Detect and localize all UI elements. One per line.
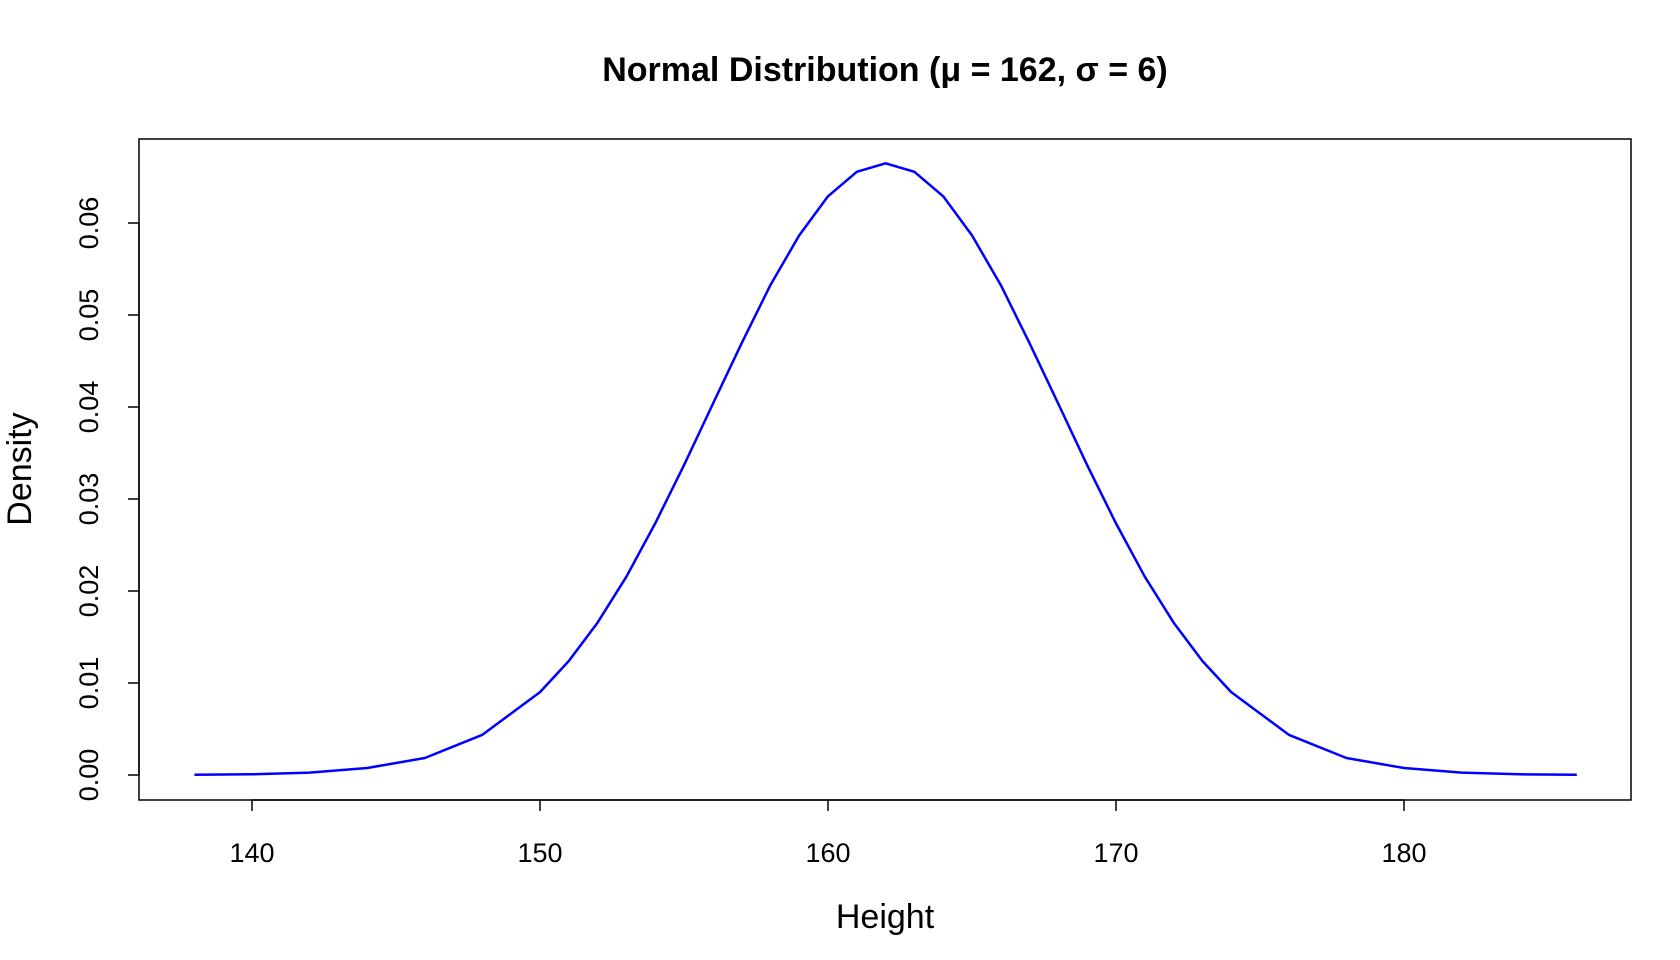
y-tick-label: 0.03: [74, 473, 104, 526]
x-tick-label: 150: [517, 838, 562, 868]
x-tick-label: 180: [1381, 838, 1426, 868]
y-tick-label: 0.00: [74, 749, 104, 802]
chart-title: Normal Distribution (μ = 162, σ = 6): [602, 51, 1168, 89]
y-tick-label: 0.04: [74, 381, 104, 434]
y-tick-label: 0.01: [74, 657, 104, 710]
x-axis-label: Height: [836, 898, 935, 936]
x-tick-label: 170: [1093, 838, 1138, 868]
x-axis: 140 150 160 170 180: [229, 799, 1427, 868]
y-tick-label: 0.06: [74, 197, 104, 250]
y-axis: 0.00 0.01 0.02 0.03 0.04 0.05 0.06: [74, 197, 140, 802]
y-axis-label: Density: [1, 412, 39, 525]
plot-frame: [138, 138, 1632, 801]
y-tick-label: 0.05: [74, 289, 104, 342]
y-tick-label: 0.02: [74, 565, 104, 618]
density-curve: [194, 162, 1577, 777]
x-tick-label: 160: [805, 838, 850, 868]
x-tick-label: 140: [229, 838, 274, 868]
